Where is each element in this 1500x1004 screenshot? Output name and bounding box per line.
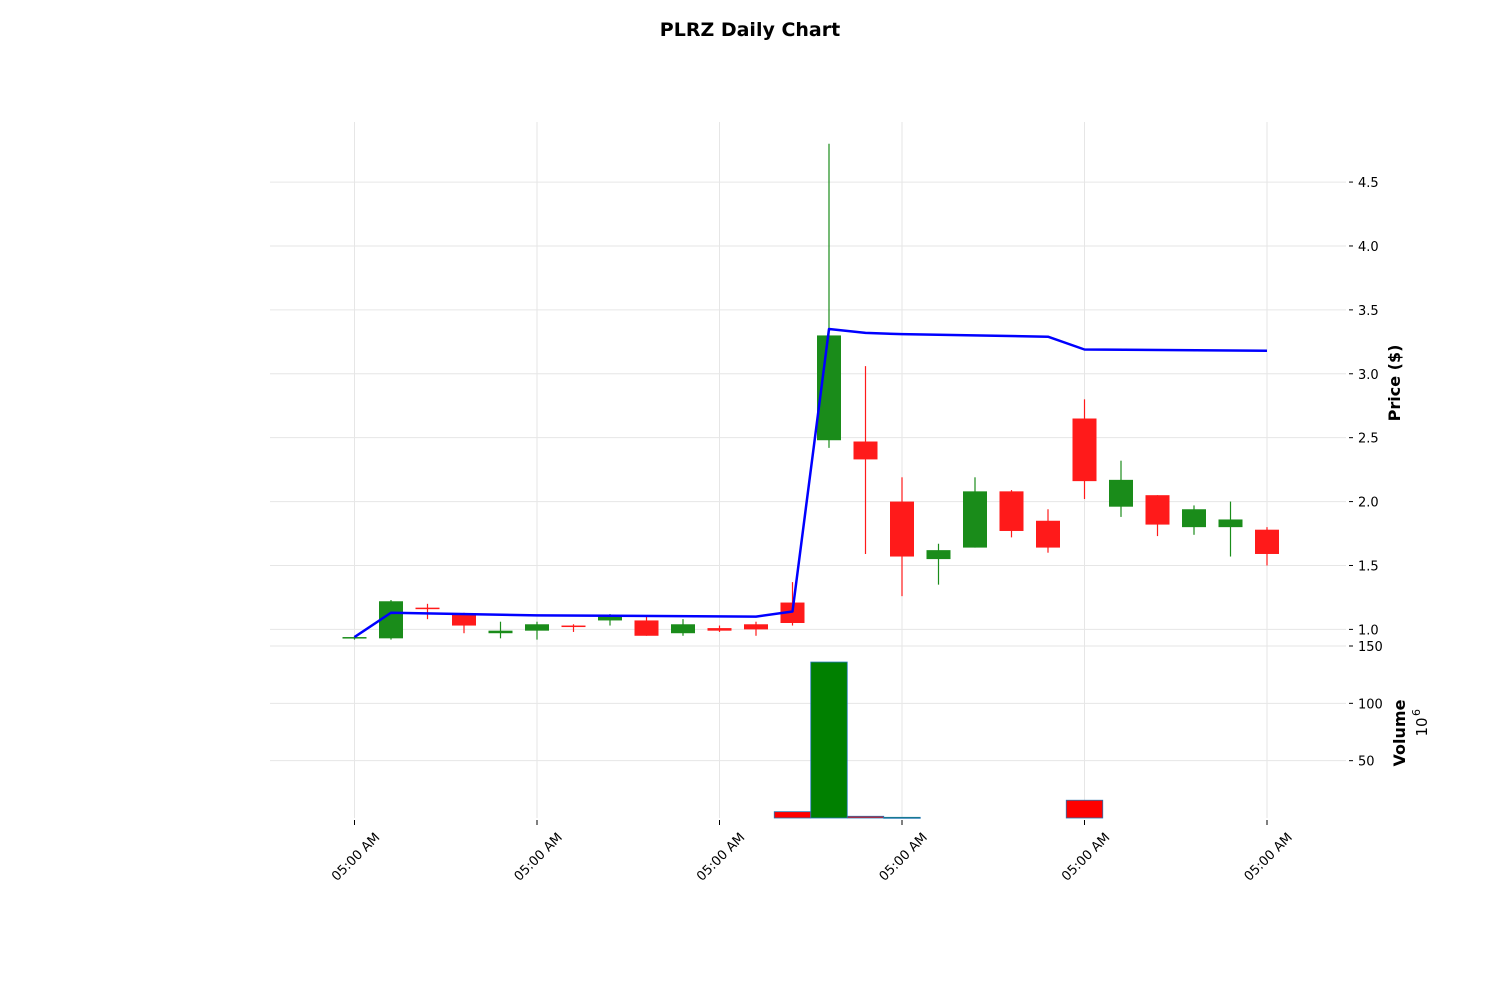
- volume-bars: [773, 661, 1104, 819]
- volume-bar: [1065, 799, 1104, 819]
- x-tick-label: 05:00 AM: [1242, 830, 1296, 884]
- candle-body: [853, 441, 878, 460]
- volume-scale-exponent: 6: [1410, 709, 1423, 716]
- candlestick: [1218, 501, 1243, 557]
- candlestick: [1109, 460, 1133, 517]
- price-axis-title: Price ($): [1385, 345, 1404, 422]
- candlestick: [890, 477, 914, 597]
- candle-body: [379, 601, 403, 639]
- price-tick-label: 2.5: [1358, 432, 1379, 447]
- volume-bar: [773, 811, 812, 819]
- candle-body: [744, 624, 768, 630]
- candle-body: [671, 624, 695, 634]
- candle-body: [1072, 418, 1097, 482]
- candle-body: [780, 602, 805, 623]
- x-tick-label: 05:00 AM: [1059, 830, 1113, 884]
- volume-axis-title: Volume: [1390, 699, 1409, 766]
- candlestick: [1255, 527, 1279, 566]
- volume-tick-label: 150: [1358, 640, 1383, 655]
- candlestick: [671, 619, 695, 636]
- candle-body: [1255, 529, 1279, 554]
- candle-body: [963, 491, 987, 548]
- volume-bar: [883, 816, 921, 819]
- price-tick-label: 3.5: [1358, 304, 1379, 319]
- candle-body: [890, 501, 914, 557]
- price-tick-label: 2.0: [1358, 496, 1379, 511]
- volume-scale-label: 10 6: [1410, 709, 1431, 737]
- candlestick: [452, 612, 476, 634]
- volume-scale-base: 10: [1413, 717, 1431, 736]
- price-gridlines: [270, 181, 1346, 630]
- x-tick-label: 05:00 AM: [329, 830, 383, 884]
- volume-tick-label: 100: [1358, 697, 1383, 712]
- candlestick: [415, 603, 440, 620]
- volume-tick-label: 50: [1358, 755, 1375, 770]
- candle-body: [342, 637, 367, 639]
- x-tick-label: 05:00 AM: [877, 830, 931, 884]
- candle-body: [1109, 479, 1133, 507]
- candle-body: [999, 491, 1024, 531]
- candlestick: [963, 477, 987, 548]
- candlestick: [488, 621, 513, 639]
- candlestick: [634, 616, 659, 636]
- x-tick-label: 05:00 AM: [512, 830, 566, 884]
- chart-title: PLRZ Daily Chart: [660, 19, 840, 41]
- candlestick: [1145, 495, 1170, 537]
- volume-axis: 50 100 150: [1349, 640, 1383, 770]
- volume-gridlines: [270, 645, 1346, 762]
- candle-body: [707, 628, 732, 631]
- candle-body: [926, 550, 951, 560]
- candle-body: [452, 614, 476, 626]
- price-tick-label: 4.5: [1358, 176, 1379, 191]
- candlestick: [926, 543, 951, 585]
- candle-body: [1036, 520, 1060, 548]
- moving-average-line: [353, 327, 1268, 639]
- price-tick-label: 1.5: [1358, 559, 1379, 574]
- candlestick: [1182, 505, 1206, 535]
- candlestick: [561, 624, 586, 632]
- price-tick-label: 4.0: [1358, 240, 1379, 255]
- x-gridlines: [354, 122, 1268, 818]
- candle-body: [1145, 495, 1170, 525]
- candlestick: [853, 366, 878, 554]
- volume-bar: [810, 661, 848, 819]
- candle-body: [634, 620, 659, 636]
- candle-body: [488, 630, 513, 634]
- candlestick: [1072, 399, 1097, 500]
- candle-body: [561, 625, 586, 628]
- candlestick: [744, 621, 768, 636]
- volume-bar: [846, 815, 885, 819]
- candlestick: [525, 621, 549, 640]
- candle-body: [525, 624, 549, 631]
- moving-average-line-layer: [353, 327, 1268, 639]
- candle-body: [598, 616, 622, 621]
- price-axis: 1.0 1.5 2.0 2.5 3.0 3.5 4.0 4.5: [1349, 176, 1379, 638]
- candlestick: [707, 625, 732, 632]
- x-axis: 05:00 AM 05:00 AM 05:00 AM 05:00 AM 05:00 AM…: [329, 820, 1296, 884]
- price-tick-label: 1.0: [1358, 623, 1379, 638]
- candlestick: [999, 490, 1024, 538]
- candle-body: [1182, 509, 1206, 528]
- candle-body: [1218, 519, 1243, 528]
- candlestick: [1036, 509, 1060, 553]
- candle-body: [415, 607, 440, 610]
- price-tick-label: 3.0: [1358, 368, 1379, 383]
- x-tick-label: 05:00 AM: [694, 830, 748, 884]
- candlestick: [379, 599, 403, 640]
